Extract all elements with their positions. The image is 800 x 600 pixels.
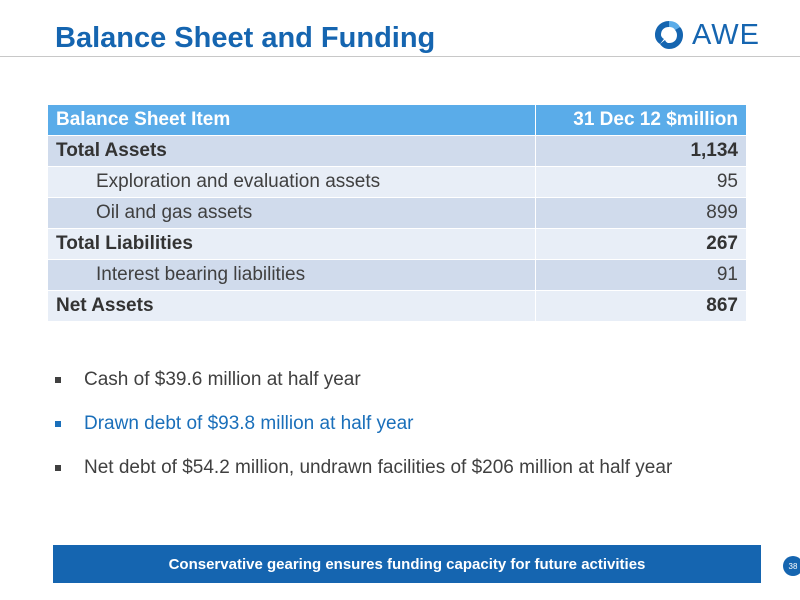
- page-title: Balance Sheet and Funding: [55, 22, 436, 54]
- bullet-text: Drawn debt of $93.8 million at half year: [84, 413, 414, 434]
- balance-sheet-table: Balance Sheet Item 31 Dec 12 $million To…: [47, 104, 747, 322]
- column-header-item: Balance Sheet Item: [47, 104, 536, 136]
- company-logo: AWE: [652, 18, 760, 52]
- table-row: Oil and gas assets 899: [47, 197, 747, 229]
- page-number: 38: [788, 561, 798, 571]
- logo-wordmark: AWE: [692, 18, 760, 51]
- banner-text: Conservative gearing ensures funding cap…: [168, 555, 646, 573]
- list-item: Drawn debt of $93.8 million at half year: [55, 411, 775, 455]
- row-value: 95: [535, 166, 747, 198]
- row-value: 899: [535, 197, 747, 229]
- bullet-text: Net debt of $54.2 million, undrawn facil…: [84, 457, 673, 478]
- page-number-badge: 38: [783, 556, 800, 576]
- table-row: Net Assets 867: [47, 290, 747, 322]
- column-header-value: 31 Dec 12 $million: [535, 104, 747, 136]
- table-row: Exploration and evaluation assets 95: [47, 166, 747, 198]
- row-label: Total Assets: [47, 135, 536, 167]
- row-value: 1,134: [535, 135, 747, 167]
- table-row: Total Assets 1,134: [47, 135, 747, 167]
- row-label: Interest bearing liabilities: [47, 259, 536, 291]
- row-label: Net Assets: [47, 290, 536, 322]
- summary-banner: Conservative gearing ensures funding cap…: [53, 545, 761, 583]
- list-item: Net debt of $54.2 million, undrawn facil…: [55, 455, 775, 499]
- bullet-list: Cash of $39.6 million at half year Drawn…: [55, 367, 775, 499]
- list-item: Cash of $39.6 million at half year: [55, 367, 775, 411]
- bullet-text: Cash of $39.6 million at half year: [84, 369, 361, 390]
- square-bullet-icon: [55, 421, 61, 427]
- row-label: Oil and gas assets: [47, 197, 536, 229]
- table-row: Interest bearing liabilities 91: [47, 259, 747, 291]
- table-row: Total Liabilities 267: [47, 228, 747, 260]
- row-value: 91: [535, 259, 747, 291]
- square-bullet-icon: [55, 377, 61, 383]
- row-value: 267: [535, 228, 747, 260]
- awe-logo-icon: [655, 21, 683, 49]
- table-header-row: Balance Sheet Item 31 Dec 12 $million: [47, 104, 747, 136]
- row-label: Total Liabilities: [47, 228, 536, 260]
- row-label: Exploration and evaluation assets: [47, 166, 536, 198]
- row-value: 867: [535, 290, 747, 322]
- title-divider: [0, 56, 800, 57]
- square-bullet-icon: [55, 465, 61, 471]
